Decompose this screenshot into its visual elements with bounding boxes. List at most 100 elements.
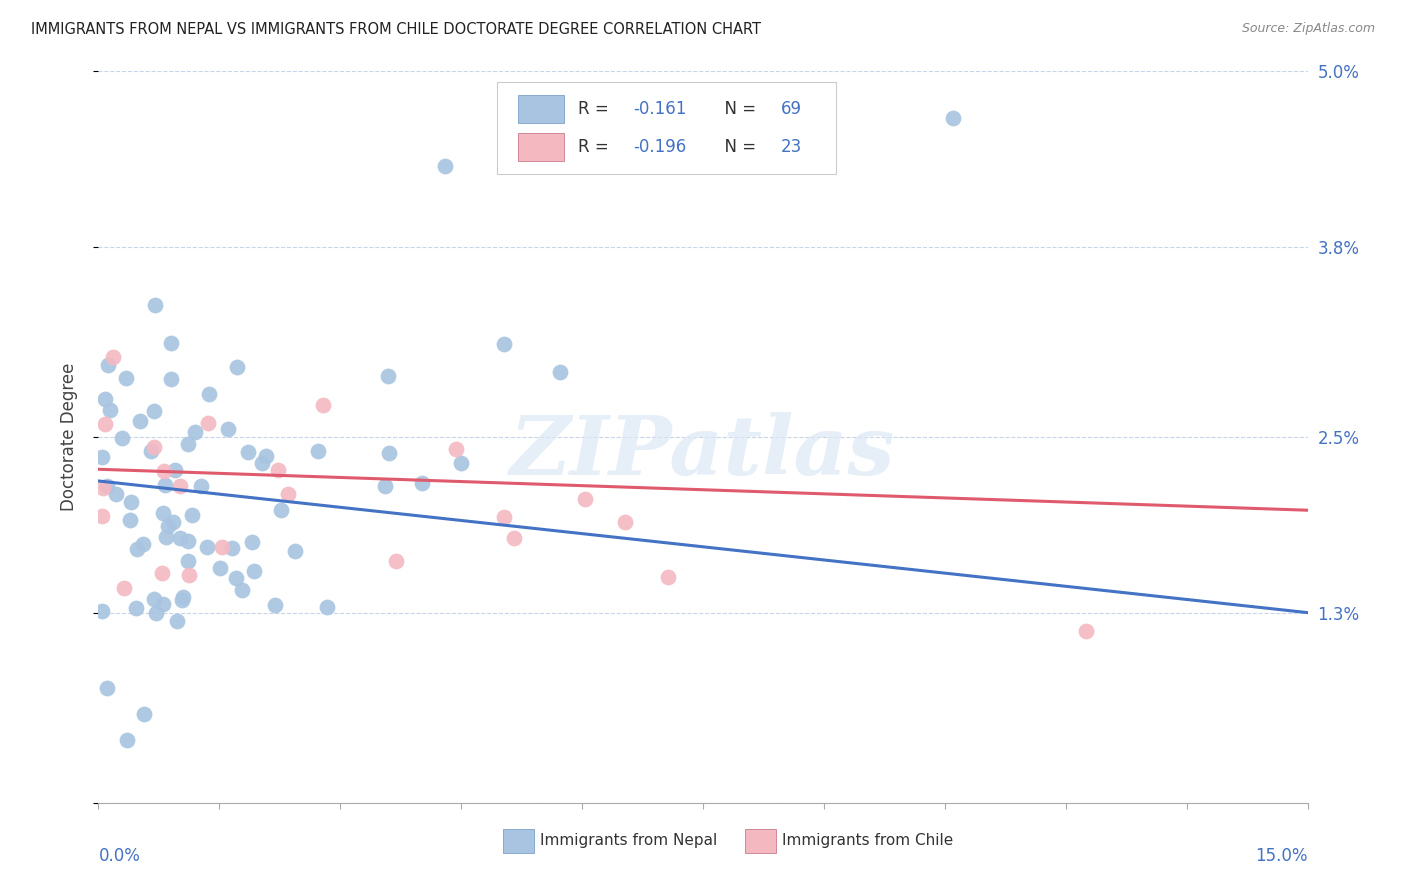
- Point: [374, 479, 396, 493]
- Point: [195, 540, 218, 554]
- Point: [1074, 624, 1097, 639]
- Text: R =: R =: [578, 101, 614, 119]
- Point: [613, 515, 636, 529]
- Point: [211, 541, 233, 555]
- Point: [177, 534, 200, 549]
- Point: [254, 449, 277, 463]
- Text: ZIPatlas: ZIPatlas: [510, 412, 896, 491]
- Bar: [517, 133, 564, 161]
- Point: [548, 365, 571, 379]
- Point: [172, 593, 194, 607]
- Y-axis label: Doctorate Degree: Doctorate Degree: [59, 363, 77, 511]
- Point: [177, 567, 200, 582]
- Point: [574, 491, 596, 506]
- Point: [143, 440, 166, 454]
- Text: Immigrants from Chile: Immigrants from Chile: [782, 833, 953, 848]
- Point: [145, 606, 167, 620]
- Text: 23: 23: [780, 137, 801, 156]
- Point: [152, 597, 174, 611]
- Point: [160, 372, 183, 386]
- Point: [91, 509, 114, 524]
- Point: [91, 604, 114, 618]
- Point: [98, 403, 121, 417]
- Point: [221, 541, 243, 555]
- Point: [104, 487, 127, 501]
- Point: [96, 479, 118, 493]
- Point: [153, 463, 176, 477]
- Point: [183, 425, 205, 439]
- Point: [450, 456, 472, 470]
- Text: -0.161: -0.161: [633, 101, 686, 119]
- Point: [143, 592, 166, 607]
- Point: [217, 422, 239, 436]
- Point: [132, 706, 155, 721]
- Point: [112, 581, 135, 595]
- Text: -0.196: -0.196: [633, 137, 686, 156]
- Point: [177, 554, 200, 568]
- Point: [502, 531, 524, 545]
- Point: [117, 733, 139, 747]
- Point: [166, 615, 188, 629]
- Point: [267, 462, 290, 476]
- Point: [243, 564, 266, 578]
- Point: [236, 444, 259, 458]
- Point: [492, 336, 515, 351]
- Point: [225, 570, 247, 584]
- Point: [198, 387, 221, 401]
- Point: [132, 537, 155, 551]
- Point: [93, 417, 115, 431]
- Point: [250, 456, 273, 470]
- Point: [312, 398, 335, 412]
- Point: [103, 350, 125, 364]
- Point: [942, 111, 965, 125]
- Point: [143, 298, 166, 312]
- Point: [91, 481, 114, 495]
- Point: [172, 591, 194, 605]
- Point: [264, 599, 287, 613]
- Text: R =: R =: [578, 137, 614, 156]
- Text: Immigrants from Nepal: Immigrants from Nepal: [540, 833, 717, 848]
- Point: [434, 160, 457, 174]
- Point: [142, 404, 165, 418]
- Point: [240, 534, 263, 549]
- Point: [315, 599, 337, 614]
- Point: [385, 554, 408, 568]
- Point: [226, 360, 249, 375]
- Bar: [503, 830, 534, 853]
- Point: [181, 508, 204, 523]
- Point: [125, 601, 148, 615]
- Point: [190, 479, 212, 493]
- Point: [197, 416, 219, 430]
- Point: [163, 463, 186, 477]
- Text: 69: 69: [780, 101, 801, 119]
- Point: [657, 569, 679, 583]
- Point: [155, 531, 177, 545]
- Bar: [517, 95, 564, 123]
- Point: [209, 561, 232, 575]
- Point: [177, 437, 200, 451]
- Point: [270, 503, 292, 517]
- Point: [169, 531, 191, 545]
- Point: [152, 506, 174, 520]
- Point: [127, 541, 149, 556]
- Point: [150, 566, 173, 580]
- Point: [120, 513, 142, 527]
- Text: 0.0%: 0.0%: [98, 847, 141, 864]
- Point: [377, 369, 399, 384]
- Text: N =: N =: [714, 137, 761, 156]
- Point: [411, 475, 433, 490]
- Point: [96, 681, 118, 695]
- Point: [378, 446, 401, 460]
- Point: [139, 443, 162, 458]
- Point: [120, 494, 142, 508]
- Text: Source: ZipAtlas.com: Source: ZipAtlas.com: [1241, 22, 1375, 36]
- Point: [94, 392, 117, 407]
- Point: [446, 442, 468, 456]
- Point: [169, 479, 191, 493]
- Point: [231, 582, 253, 597]
- Point: [97, 359, 120, 373]
- Point: [115, 371, 138, 385]
- Point: [153, 477, 176, 491]
- Point: [128, 414, 150, 428]
- Point: [284, 544, 307, 558]
